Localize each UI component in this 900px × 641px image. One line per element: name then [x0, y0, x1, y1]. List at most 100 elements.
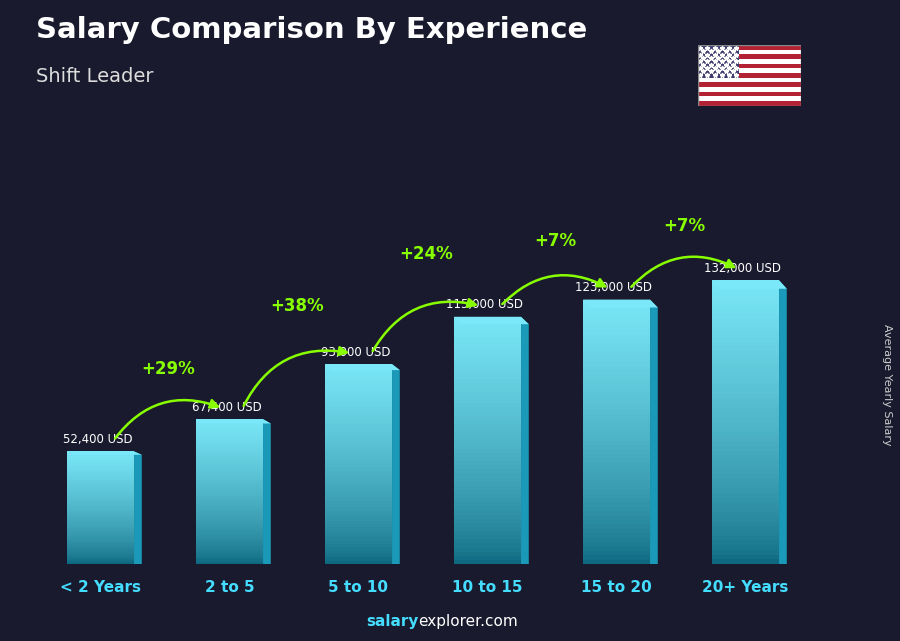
Bar	[67, 560, 134, 562]
Bar	[712, 399, 779, 403]
Bar	[454, 379, 521, 383]
Bar	[67, 467, 134, 469]
Bar	[325, 478, 392, 481]
Bar	[698, 82, 801, 87]
Bar	[67, 510, 134, 512]
Bar	[583, 454, 650, 458]
Polygon shape	[392, 364, 400, 564]
Bar	[698, 87, 801, 92]
Bar	[454, 556, 521, 560]
Bar	[325, 504, 392, 508]
Bar	[583, 555, 650, 560]
Bar	[712, 503, 779, 507]
Bar	[583, 357, 650, 362]
Bar	[583, 330, 650, 335]
Bar	[67, 491, 134, 493]
Bar	[583, 299, 650, 304]
Bar	[67, 562, 134, 564]
Bar	[712, 427, 779, 431]
Bar	[67, 465, 134, 467]
Bar	[196, 426, 263, 429]
Bar	[325, 367, 392, 370]
Bar	[67, 485, 134, 487]
Bar	[325, 470, 392, 474]
Polygon shape	[712, 280, 787, 288]
Bar	[196, 433, 263, 436]
Bar	[325, 458, 392, 461]
Bar	[196, 438, 263, 441]
Bar	[712, 342, 779, 346]
Bar	[67, 457, 134, 459]
Bar	[454, 432, 521, 437]
Bar	[454, 510, 521, 515]
Bar	[67, 554, 134, 556]
Bar	[712, 304, 779, 308]
Bar	[196, 489, 263, 492]
Bar	[712, 280, 779, 285]
Bar	[67, 549, 134, 551]
Bar	[325, 441, 392, 444]
Bar	[196, 528, 263, 530]
Text: +7%: +7%	[535, 232, 576, 250]
Polygon shape	[134, 451, 142, 564]
Bar	[196, 549, 263, 552]
Bar	[67, 538, 134, 540]
Bar	[67, 498, 134, 500]
Bar	[583, 489, 650, 494]
Bar	[712, 332, 779, 337]
Bar	[583, 463, 650, 467]
Polygon shape	[325, 364, 400, 370]
Bar	[583, 370, 650, 374]
Bar	[712, 550, 779, 554]
Bar	[583, 437, 650, 440]
Bar	[583, 449, 650, 454]
Bar	[712, 290, 779, 294]
Bar	[325, 508, 392, 511]
Bar	[454, 342, 521, 345]
Bar	[712, 323, 779, 328]
Bar	[454, 469, 521, 474]
Bar	[196, 540, 263, 542]
Bar	[583, 494, 650, 498]
Bar	[325, 394, 392, 397]
Bar	[196, 516, 263, 518]
Bar	[67, 472, 134, 474]
Bar	[454, 370, 521, 374]
Text: 52,400 USD: 52,400 USD	[63, 433, 132, 446]
Bar	[67, 512, 134, 513]
Bar	[712, 417, 779, 422]
Bar	[325, 520, 392, 524]
Bar	[712, 488, 779, 493]
Bar	[712, 351, 779, 356]
Bar	[454, 420, 521, 424]
Bar	[67, 469, 134, 470]
Bar	[196, 508, 263, 511]
Bar	[583, 546, 650, 551]
Bar	[712, 365, 779, 370]
Bar	[583, 322, 650, 326]
Bar	[325, 434, 392, 437]
Bar	[325, 551, 392, 554]
Bar	[196, 542, 263, 545]
Bar	[454, 428, 521, 432]
Bar	[325, 420, 392, 424]
Bar	[454, 366, 521, 370]
Bar	[454, 494, 521, 498]
Bar	[325, 497, 392, 501]
Bar	[583, 362, 650, 366]
Bar	[712, 474, 779, 479]
Bar	[196, 477, 263, 479]
Bar	[196, 465, 263, 467]
FancyArrowPatch shape	[115, 400, 218, 438]
Bar	[454, 449, 521, 453]
Bar	[67, 556, 134, 558]
Bar	[196, 455, 263, 458]
Bar	[325, 437, 392, 441]
Bar	[67, 455, 134, 457]
Bar	[454, 354, 521, 358]
Bar	[67, 542, 134, 544]
Bar	[196, 554, 263, 557]
Bar	[454, 560, 521, 564]
Bar	[712, 413, 779, 417]
Bar	[583, 498, 650, 503]
